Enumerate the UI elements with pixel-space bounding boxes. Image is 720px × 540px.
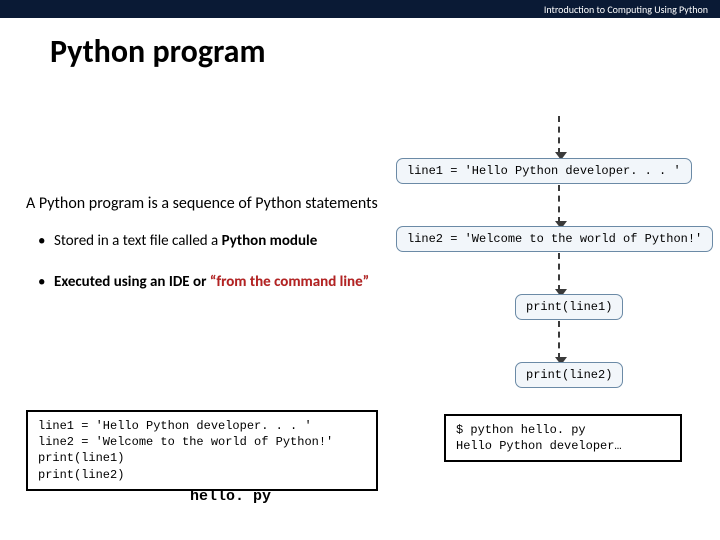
bullet-module-pre: Stored in a text file called a [54, 232, 222, 250]
flow-line2: line2 = 'Welcome to the world of Python!… [396, 226, 713, 252]
arrow-into-line1 [558, 116, 560, 154]
code-filename: hello. py [190, 488, 271, 505]
flow-print1: print(line1) [515, 294, 623, 320]
code-listing: line1 = 'Hello Python developer. . . ' l… [26, 410, 378, 491]
program-description: A Python program is a sequence of Python… [26, 194, 378, 214]
code-line-1: line1 = 'Hello Python developer. . . ' [38, 418, 366, 434]
flow-print2: print(line2) [515, 362, 623, 388]
bullet-module-em: Python module [222, 232, 318, 250]
code-line-4: print(line2) [38, 467, 366, 483]
output-line-1: $ python hello. py [456, 422, 670, 438]
bullet-exec-em: “from the command line” [210, 273, 369, 291]
top-bar: Introduction to Computing Using Python [0, 0, 720, 18]
code-line-2: line2 = 'Welcome to the world of Python!… [38, 434, 366, 450]
arrow-line1-to-line2 [558, 185, 560, 223]
top-bar-text: Introduction to Computing Using Python [544, 3, 708, 16]
flow-line1: line1 = 'Hello Python developer. . . ' [396, 158, 692, 184]
arrow-line2-to-print1 [558, 253, 560, 291]
bullet-exec-pre: Executed using an IDE or [54, 273, 210, 291]
output-line-2: Hello Python developer… [456, 438, 670, 454]
bullet-module: Stored in a text file called a Python mo… [54, 232, 378, 251]
code-line-3: print(line1) [38, 450, 366, 466]
left-column: A Python program is a sequence of Python… [26, 194, 378, 314]
slide-title: Python program [50, 32, 720, 71]
bullet-execute: Executed using an IDE or “from the comma… [54, 273, 378, 292]
arrow-print1-to-print2 [558, 321, 560, 359]
bullet-list: Stored in a text file called a Python mo… [26, 232, 378, 292]
terminal-output: $ python hello. py Hello Python develope… [444, 414, 682, 462]
